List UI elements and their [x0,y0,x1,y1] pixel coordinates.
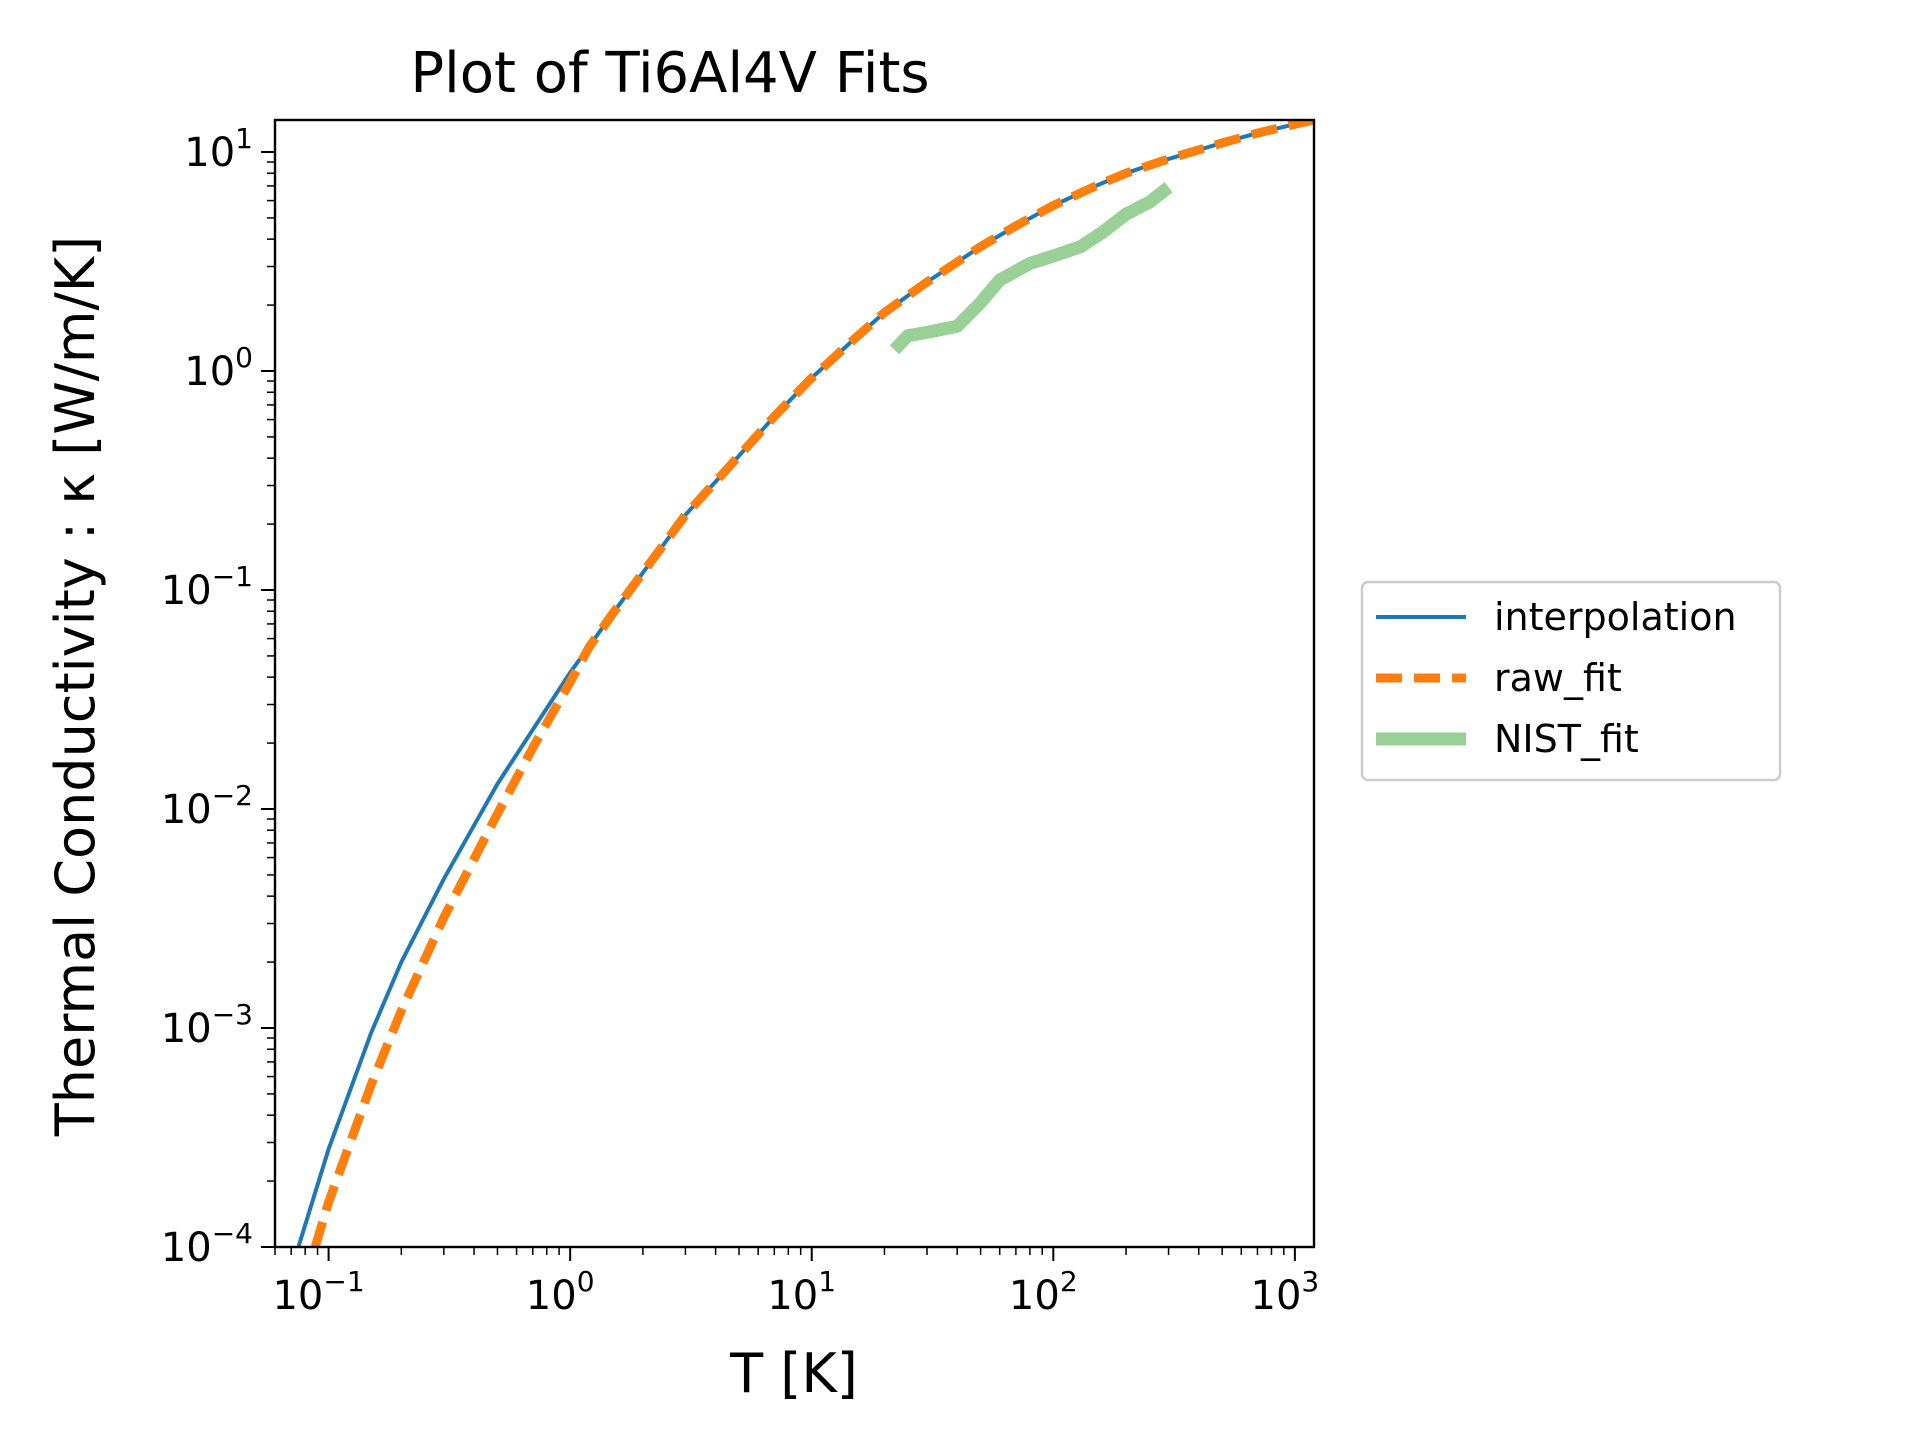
legend-label-NIST-fit: NIST_fit [1494,717,1639,761]
plot-frame [273,118,1316,1249]
legend-label-interpolation: interpolation [1494,595,1737,639]
x-tick-label: 102 [1009,1265,1078,1319]
y-tick-label: 10−2 [161,779,253,833]
legend: interpolation raw_fit NIST_fit [1360,580,1782,782]
x-tick-label: 103 [1251,1265,1320,1319]
series-layer [296,120,1314,1247]
y-tick-label: 100 [184,341,253,395]
legend-box [1360,580,1782,782]
series-line-NIST-fit [889,182,1173,355]
chart-title: Plot of Ti6Al4V Fits [410,41,929,106]
series-line-raw-fit [310,120,1314,1247]
y-tick-label: 10−4 [161,1217,253,1271]
x-tick-label: 100 [526,1265,595,1319]
series-line-interpolation [296,120,1314,1247]
x-tick-label: 10−1 [272,1265,364,1319]
x-tick-label: 101 [767,1265,836,1319]
x-axis-label: T [K] [729,1342,858,1405]
y-tick-label: 101 [184,122,253,176]
ticks-layer: 10−1 100 101 102 103 10−4 10−3 10−2 10−1 100 101 [161,122,1319,1319]
y-axis-label: Thermal Conductivity : κ [W/m/K] [44,236,107,1137]
y-tick-label: 10−1 [161,560,253,614]
legend-label-raw-fit: raw_fit [1494,656,1622,700]
y-tick-label: 10−3 [161,998,253,1052]
